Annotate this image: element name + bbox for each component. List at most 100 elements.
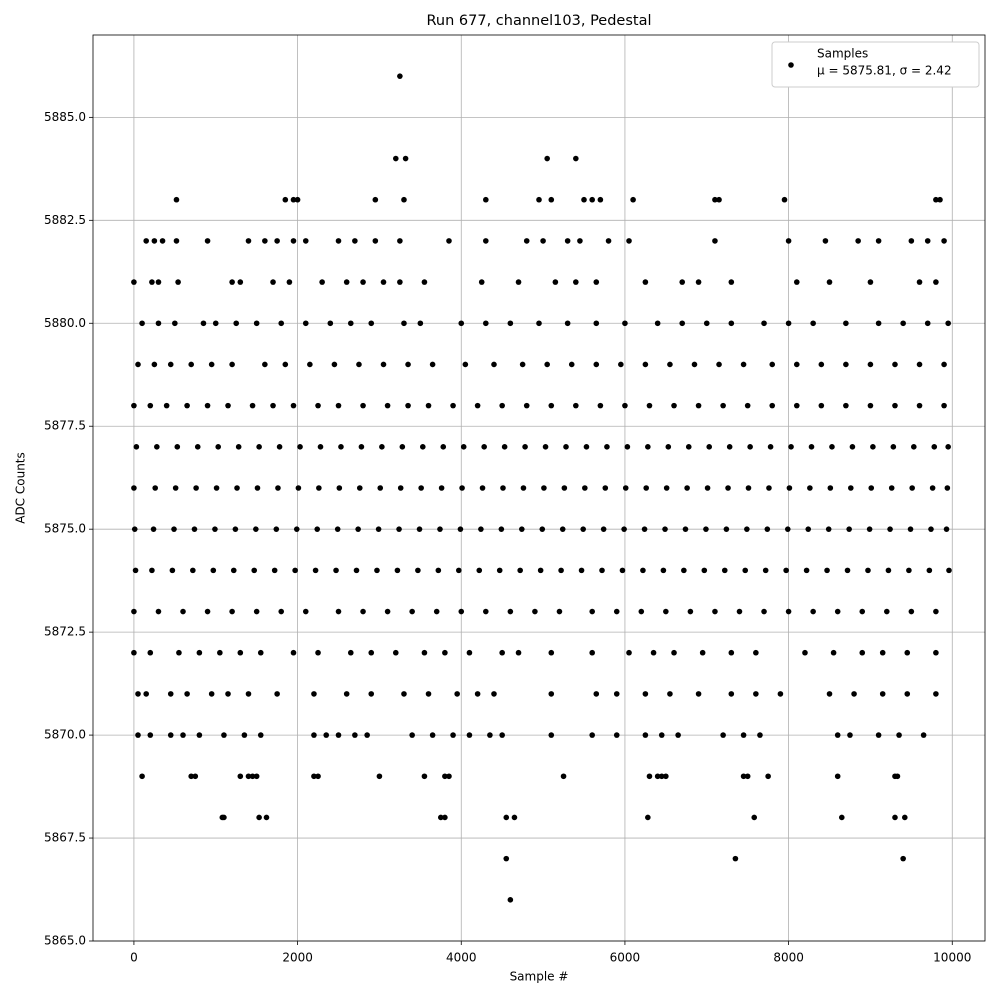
- point: [333, 567, 339, 574]
- point: [237, 773, 244, 780]
- point: [556, 608, 563, 615]
- point: [462, 361, 469, 368]
- point: [335, 402, 342, 409]
- point: [466, 732, 473, 738]
- point: [233, 320, 240, 327]
- point: [859, 608, 866, 615]
- point: [397, 485, 404, 491]
- point: [846, 526, 852, 532]
- point: [582, 485, 588, 491]
- x-tick-label: 10000: [933, 951, 971, 965]
- point: [173, 196, 180, 203]
- point: [728, 320, 735, 327]
- point: [542, 444, 549, 450]
- point: [327, 320, 334, 327]
- point: [155, 279, 162, 285]
- point: [290, 402, 297, 409]
- point: [541, 485, 547, 491]
- point: [507, 320, 514, 327]
- point: [421, 649, 428, 656]
- point: [401, 691, 407, 697]
- point: [190, 567, 196, 574]
- point: [761, 320, 767, 327]
- point: [909, 485, 915, 491]
- point: [133, 444, 140, 450]
- point: [302, 608, 309, 615]
- point: [885, 567, 892, 574]
- point: [491, 691, 497, 697]
- point: [446, 238, 452, 244]
- point: [172, 320, 178, 327]
- point: [347, 320, 354, 327]
- point: [316, 485, 322, 491]
- point: [442, 649, 448, 656]
- point: [131, 608, 137, 615]
- point: [663, 485, 670, 491]
- point: [626, 238, 632, 244]
- point: [450, 732, 456, 738]
- point: [712, 238, 718, 244]
- point: [744, 526, 750, 532]
- point: [384, 608, 391, 615]
- point: [706, 444, 713, 450]
- point: [946, 567, 952, 574]
- point: [892, 814, 898, 821]
- point: [911, 444, 917, 450]
- point: [229, 361, 235, 368]
- point: [507, 897, 514, 903]
- point: [870, 444, 876, 450]
- point: [360, 402, 366, 409]
- point: [926, 567, 933, 574]
- point: [172, 485, 179, 491]
- chart-title: Run 677, channel103, Pedestal: [426, 13, 651, 29]
- point: [894, 773, 901, 780]
- point: [511, 814, 518, 821]
- point: [474, 402, 481, 409]
- point: [589, 196, 595, 203]
- point: [154, 444, 160, 450]
- point: [663, 608, 669, 615]
- point: [887, 526, 893, 532]
- point: [740, 732, 747, 738]
- point: [723, 526, 730, 532]
- point: [548, 649, 555, 656]
- point: [276, 444, 283, 450]
- point: [286, 279, 293, 285]
- point: [282, 196, 289, 203]
- point: [302, 320, 309, 327]
- point: [740, 361, 747, 368]
- point: [764, 526, 771, 532]
- x-axis-label: Sample #: [510, 970, 569, 984]
- point: [720, 732, 726, 738]
- point: [943, 526, 950, 532]
- point: [212, 320, 219, 327]
- point: [944, 485, 951, 491]
- point: [788, 444, 794, 450]
- legend-stats: μ = 5875.81, σ = 2.42: [817, 64, 952, 78]
- point: [253, 526, 259, 532]
- point: [896, 732, 902, 738]
- point: [483, 238, 489, 244]
- point: [302, 238, 309, 244]
- point: [135, 361, 141, 368]
- point: [622, 485, 629, 491]
- point: [409, 608, 415, 615]
- point: [188, 361, 195, 368]
- point: [311, 773, 317, 780]
- legend-box: [771, 41, 980, 88]
- point: [605, 238, 612, 244]
- point: [536, 320, 542, 327]
- point: [843, 361, 849, 368]
- point: [458, 320, 465, 327]
- point: [180, 732, 186, 738]
- point: [418, 485, 424, 491]
- point: [478, 279, 485, 285]
- point: [429, 361, 436, 368]
- point: [622, 402, 628, 409]
- point: [916, 279, 923, 285]
- point: [641, 526, 648, 532]
- point: [173, 238, 180, 244]
- point: [375, 526, 382, 532]
- point: [701, 567, 708, 574]
- point: [419, 444, 426, 450]
